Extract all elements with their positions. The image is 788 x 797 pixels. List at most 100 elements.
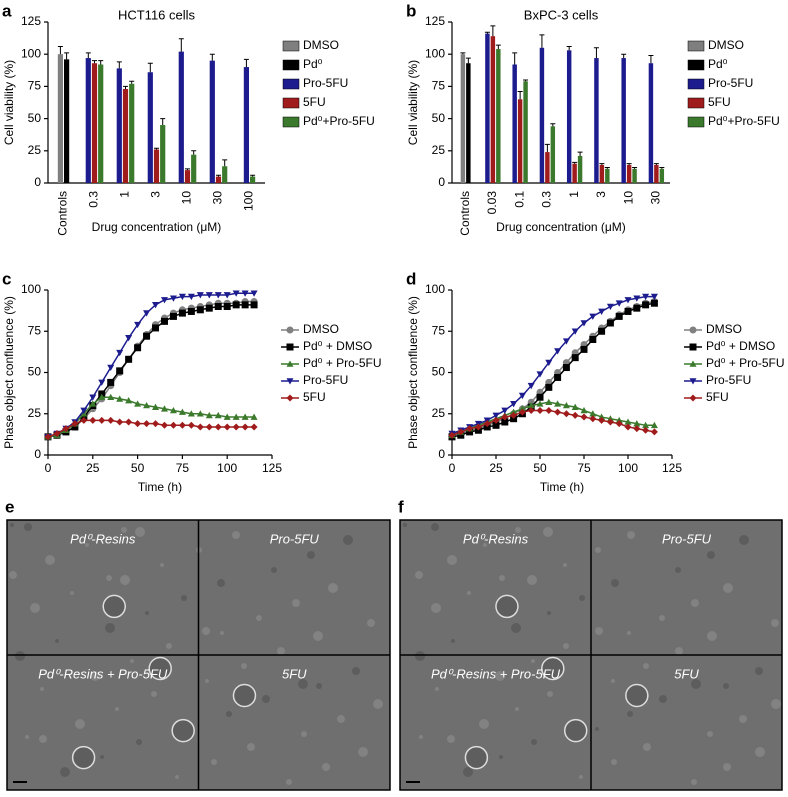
bar xyxy=(466,63,471,183)
legend-label: DMSO xyxy=(303,38,339,52)
cell xyxy=(627,531,635,539)
marker xyxy=(134,400,142,407)
marker xyxy=(483,420,491,428)
cell xyxy=(205,679,209,683)
cell xyxy=(543,527,553,537)
series-line xyxy=(47,419,255,438)
bar xyxy=(496,49,501,183)
panel-letter: a xyxy=(2,1,12,20)
marker xyxy=(518,392,526,400)
legend-label: Pd⁰ + Pro-5FU xyxy=(303,356,382,370)
marker xyxy=(474,423,482,431)
legend-label: 5FU xyxy=(708,95,731,109)
resin-bead xyxy=(148,656,172,681)
cell xyxy=(531,659,535,663)
cell xyxy=(337,715,345,723)
marker xyxy=(562,402,570,409)
y-tick-label: 25 xyxy=(432,406,446,420)
marker xyxy=(125,418,133,426)
series-line xyxy=(451,302,655,438)
cell xyxy=(181,595,187,601)
marker xyxy=(624,307,632,315)
marker xyxy=(250,423,258,431)
marker xyxy=(501,407,509,414)
cell xyxy=(707,631,717,641)
marker xyxy=(642,421,650,429)
x-axis-label: Drug concentration (μM) xyxy=(92,220,222,234)
marker xyxy=(214,292,222,299)
cell xyxy=(447,735,455,743)
x-tick-label: 1 xyxy=(118,191,132,198)
cell xyxy=(106,575,112,581)
resin-bead xyxy=(102,594,126,619)
chart-title: BxPC-3 cells xyxy=(524,7,599,22)
marker xyxy=(44,433,52,441)
panel-letter: c xyxy=(2,269,11,288)
legend-label: Pd⁰+Pro-5FU xyxy=(303,114,375,128)
resin-bead xyxy=(625,683,649,708)
marker xyxy=(125,397,133,404)
bar xyxy=(654,164,659,183)
resin-bead xyxy=(563,718,588,743)
y-axis-label: Phase object confluence (%) xyxy=(406,296,420,449)
x-tick-label: 10 xyxy=(621,191,635,205)
marker xyxy=(89,400,97,407)
error-bar xyxy=(626,163,632,165)
legend-swatch xyxy=(282,40,300,52)
error-bar xyxy=(593,47,599,59)
x-tick-label: 25 xyxy=(489,461,503,475)
cell xyxy=(707,551,715,559)
cell xyxy=(403,523,407,527)
legend-label: DMSO xyxy=(303,322,339,336)
cell xyxy=(691,679,701,689)
error-bar xyxy=(460,52,466,55)
panel-letter: e xyxy=(5,497,14,516)
marker xyxy=(624,423,632,431)
marker xyxy=(187,307,195,315)
cell xyxy=(563,643,569,649)
marker xyxy=(116,349,124,357)
error-bar xyxy=(216,174,221,177)
cell xyxy=(415,571,423,579)
cell xyxy=(25,735,29,739)
cell xyxy=(277,647,285,655)
marker xyxy=(598,413,606,420)
bar xyxy=(98,64,104,183)
cell xyxy=(435,687,439,691)
marker xyxy=(232,301,240,309)
error-bar xyxy=(495,44,501,50)
marker xyxy=(554,348,562,355)
bar xyxy=(517,99,523,183)
bar xyxy=(605,168,610,183)
marker xyxy=(633,420,641,427)
marker xyxy=(457,428,465,436)
marker xyxy=(169,295,177,302)
y-tick-label: 0 xyxy=(34,175,41,189)
cell xyxy=(451,639,455,643)
cell xyxy=(121,527,127,533)
bar xyxy=(460,54,466,184)
cell xyxy=(595,547,601,553)
resin-bead xyxy=(232,683,257,708)
y-tick-label: 50 xyxy=(28,365,42,379)
marker xyxy=(545,383,553,391)
marker xyxy=(492,412,500,419)
marker xyxy=(214,303,222,310)
error-bar xyxy=(523,79,529,82)
cell xyxy=(100,755,104,759)
x-tick-label: 30 xyxy=(211,191,225,205)
error-bar xyxy=(92,60,97,64)
bar xyxy=(215,176,222,183)
cell xyxy=(343,535,353,545)
marker xyxy=(466,425,474,433)
marker xyxy=(633,295,641,302)
cell xyxy=(483,543,487,547)
marker xyxy=(554,373,562,381)
marker xyxy=(562,338,570,345)
bar xyxy=(209,60,215,183)
error-bar xyxy=(154,147,159,150)
marker xyxy=(116,395,124,402)
legend-marker xyxy=(689,343,697,351)
marker xyxy=(232,413,240,420)
error-bar xyxy=(98,60,104,65)
